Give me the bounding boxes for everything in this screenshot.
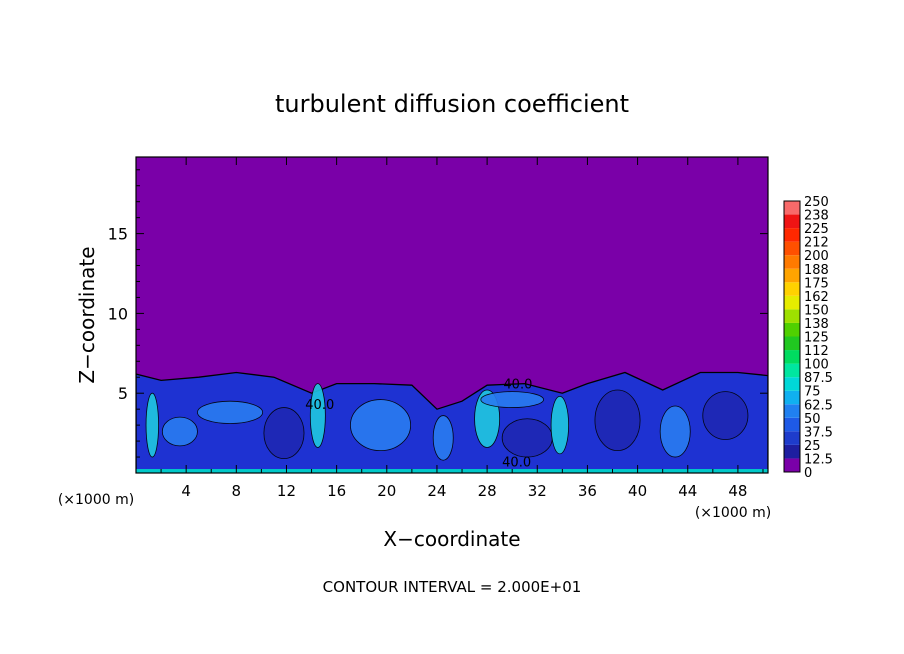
chart-title: turbulent diffusion coefficient [275, 90, 629, 118]
x-tick-label: 4 [181, 482, 191, 500]
turbulent-eddy [161, 416, 198, 447]
plot-frame [135, 156, 769, 474]
colorbar-swatch [784, 377, 800, 391]
colorbar-label: 150 [804, 303, 829, 318]
x-tick-label: 12 [277, 482, 296, 500]
colorbar-label: 12.5 [804, 452, 833, 467]
x-tick-label: 40 [628, 482, 647, 500]
colorbar-label: 162 [804, 290, 829, 305]
x-tick-label: 36 [578, 482, 597, 500]
x-tick-label: 24 [427, 482, 446, 500]
colorbar-label: 138 [804, 317, 829, 332]
colorbar-label: 225 [804, 222, 829, 237]
y-tick-label: 10 [108, 304, 128, 323]
turbulent-eddy [350, 399, 412, 452]
contour-label: 40.0 [305, 398, 334, 413]
colorbar-swatch [784, 444, 800, 459]
x-tick-label: 20 [377, 482, 396, 500]
turbulent-eddy [263, 407, 305, 460]
colorbar-swatch [784, 363, 800, 378]
x-tick-label: 8 [232, 482, 242, 500]
x-tick-label: 44 [678, 482, 697, 500]
colorbar-swatch [784, 322, 800, 337]
contour-label: 40.0 [502, 456, 531, 471]
colorbar-swatch [784, 404, 800, 418]
turbulent-eddy [309, 383, 326, 448]
colorbar-swatch [784, 268, 800, 283]
turbulent-eddy [550, 395, 570, 455]
colorbar: 2502382252122001881751621501381251121008… [783, 195, 833, 481]
x-tick-label: 32 [528, 482, 547, 500]
turbulent-eddy [145, 392, 159, 458]
colorbar-label: 87.5 [804, 371, 833, 386]
colorbar-swatch [784, 295, 800, 310]
y-tick-label: 5 [118, 384, 128, 403]
x-axis-label: X−coordinate [383, 527, 520, 551]
surface-layer [136, 469, 768, 473]
y-tick-label: 15 [108, 225, 128, 244]
colorbar-swatch [784, 417, 800, 432]
turbulent-eddy [594, 389, 641, 452]
colorbar-label: 188 [804, 263, 829, 278]
colorbar-label: 100 [804, 358, 829, 373]
colorbar-label: 0 [804, 466, 812, 481]
x-tick-label: 28 [478, 482, 497, 500]
colorbar-swatch [784, 336, 800, 351]
colorbar-swatch [784, 282, 800, 296]
turbulent-eddy [659, 405, 691, 458]
x-axis: 4 8 12 16 20 24 28 32 36 40 44 48 [160, 157, 764, 500]
colorbar-label: 37.5 [804, 425, 833, 440]
colorbar-label: 62.5 [804, 398, 833, 413]
colorbar-label: 212 [804, 236, 829, 251]
colorbar-swatch [784, 309, 800, 323]
x-tick-label: 16 [327, 482, 346, 500]
colorbar-swatch [784, 458, 800, 472]
colorbar-label: 75 [804, 385, 821, 400]
colorbar-swatch [784, 241, 800, 256]
colorbar-label: 175 [804, 276, 829, 291]
colorbar-swatch [784, 201, 800, 215]
colorbar-swatch [784, 228, 800, 242]
colorbar-swatch [784, 390, 800, 405]
colorbar-label: 25 [804, 439, 821, 454]
turbulent-eddy [432, 415, 454, 461]
plot-area [136, 157, 768, 473]
turbulent-eddy [480, 391, 544, 408]
colorbar-label: 250 [804, 195, 829, 210]
colorbar-swatch [784, 350, 800, 364]
colorbar-swatch [784, 214, 800, 229]
contour-interval-note: CONTOUR INTERVAL = 2.000E+01 [323, 578, 582, 596]
contour-label: 40.0 [503, 377, 532, 392]
x-unit-left: (×1000 m) [58, 492, 134, 508]
turbulent-eddy [702, 391, 749, 440]
colorbar-label: 125 [804, 331, 829, 346]
colorbar-swatch [784, 255, 800, 269]
x-unit-right: (×1000 m) [695, 505, 771, 521]
turbulent-eddy [197, 400, 264, 424]
colorbar-frame [783, 200, 801, 473]
colorbar-label: 112 [804, 344, 829, 359]
turbulent-eddy [501, 418, 553, 458]
colorbar-label: 50 [804, 412, 821, 427]
contour-labels: 40.0 40.0 40.0 [305, 377, 532, 470]
colorbar-label: 200 [804, 249, 829, 264]
colorbar-swatch [784, 431, 800, 445]
turbulence-detail [136, 383, 768, 473]
colorbar-label: 238 [804, 209, 829, 224]
y-axis-label: Z−coordinate [75, 246, 99, 383]
x-tick-label: 48 [728, 482, 747, 500]
y-axis: 5 10 15 [108, 169, 768, 458]
